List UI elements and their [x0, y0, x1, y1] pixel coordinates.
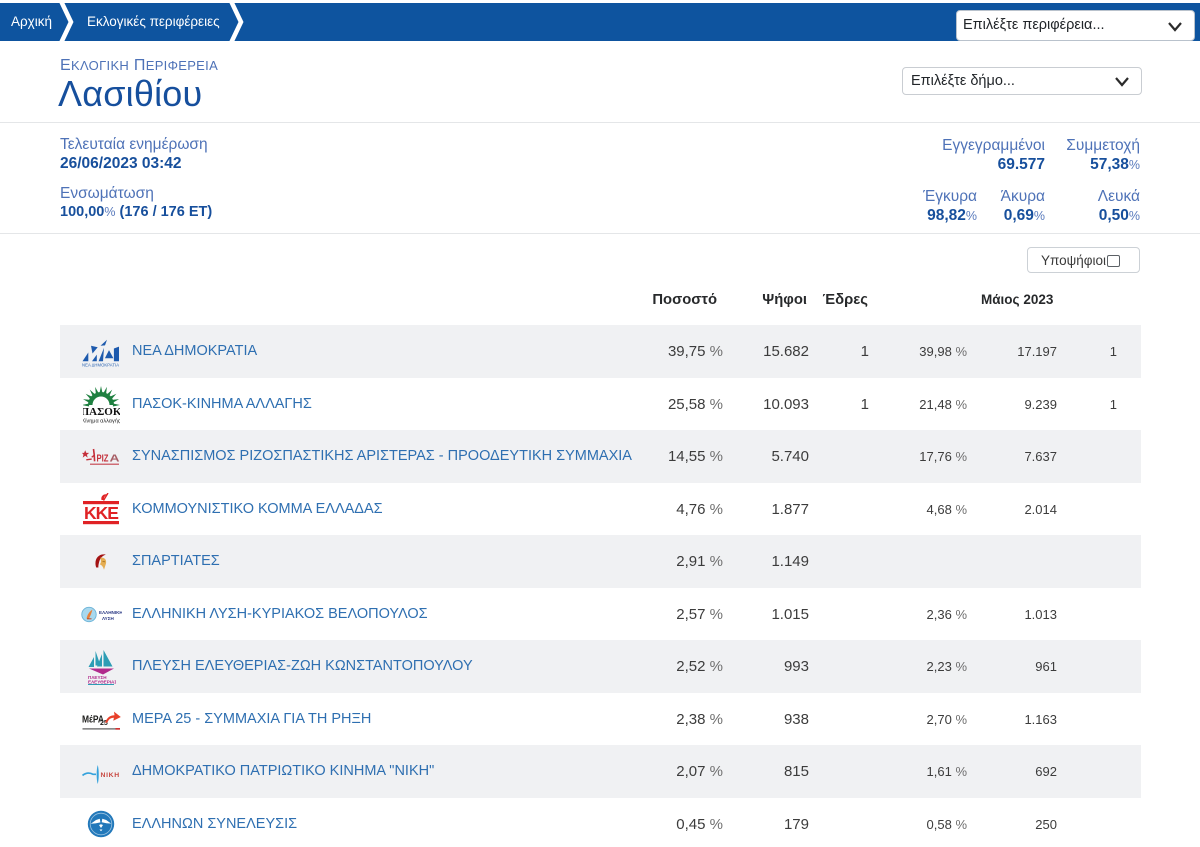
svg-text:ΠΑΣΟΚ: ΠΑΣΟΚ	[83, 406, 120, 418]
svg-text:Κίνημα αλλαγής: Κίνημα αλλαγής	[83, 417, 120, 424]
svg-text:Α: Α	[110, 452, 121, 464]
svg-text:ΛΥΣΗ: ΛΥΣΗ	[102, 616, 114, 621]
svg-text:ΜέΡΑ: ΜέΡΑ	[82, 715, 104, 726]
svg-text:ΝΙΚΗ: ΝΙΚΗ	[101, 772, 120, 779]
svg-text:ΕΛΕΥΘΕΡΙΑΣ: ΕΛΕΥΘΕΡΙΑΣ	[88, 680, 116, 685]
svg-text:25: 25	[100, 720, 108, 727]
svg-text:ΝΕΑ ΔΗΜΟΚΡΑΤΙΑ: ΝΕΑ ΔΗΜΟΚΡΑΤΙΑ	[82, 363, 119, 368]
svg-text:ΡΙΖ: ΡΙΖ	[97, 453, 109, 464]
svg-text:ΕΛΛΗΝΙΚΗ: ΕΛΛΗΝΙΚΗ	[99, 610, 122, 615]
svg-text:ΠΛΕΥΣΗ: ΠΛΕΥΣΗ	[88, 675, 107, 680]
svg-text:KKE: KKE	[84, 503, 118, 523]
